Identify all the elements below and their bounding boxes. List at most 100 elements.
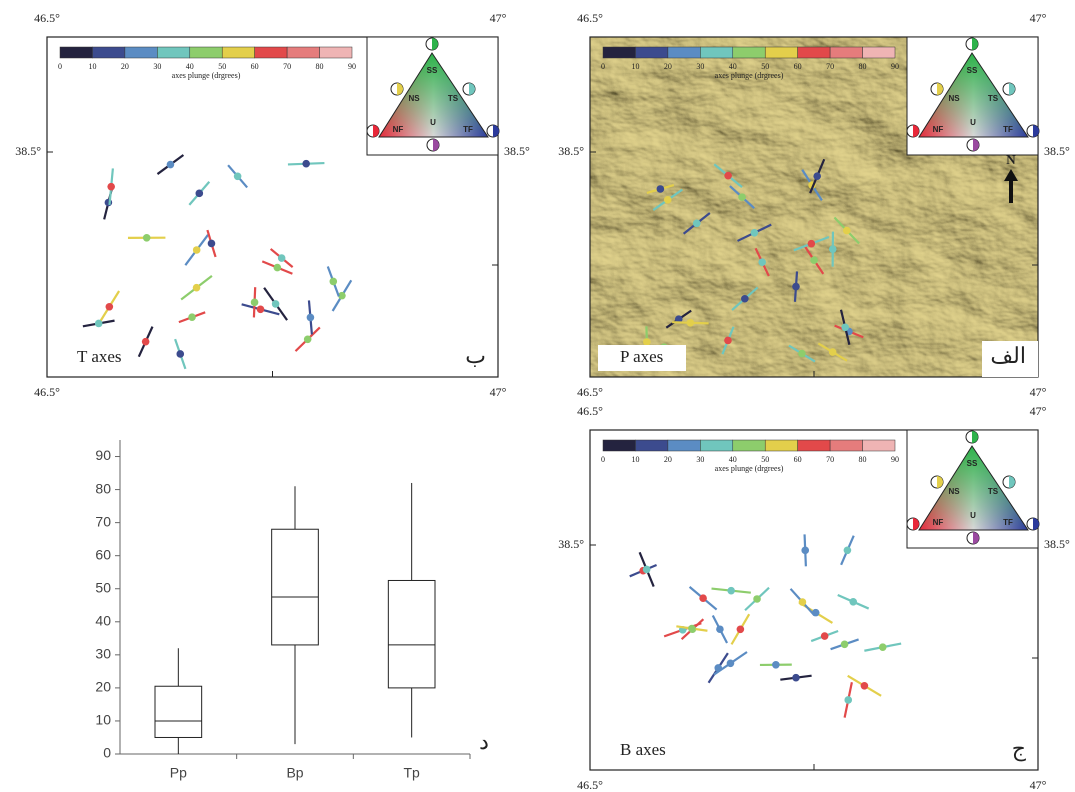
colorbar-tick: 70	[283, 62, 291, 71]
event-dot	[849, 598, 857, 606]
map-panel: 46.5°47°46.5°47°38.5°38.5°01020304050607…	[15, 11, 530, 399]
event-dot	[813, 172, 821, 180]
event-dot	[879, 643, 887, 651]
colorbar-tick: 40	[729, 62, 737, 71]
triangle-label: SS	[967, 66, 978, 75]
north-label: N	[1006, 152, 1016, 167]
colorbar-swatch	[635, 47, 667, 58]
colorbar-tick: 10	[631, 62, 639, 71]
event-dot	[843, 227, 851, 235]
triangle-label: NF	[933, 518, 944, 527]
event-dot	[724, 172, 732, 180]
box	[272, 529, 319, 645]
colorbar-swatch	[700, 47, 732, 58]
event-dot	[801, 547, 809, 555]
event-dot	[844, 546, 852, 554]
triangle-label: NF	[393, 125, 404, 134]
event-dot	[758, 258, 766, 266]
colorbar-tick: 40	[729, 455, 737, 464]
event-dot	[829, 348, 837, 356]
colorbar-swatch	[830, 440, 862, 451]
triangle-label: U	[970, 118, 976, 127]
lon-label: 46.5°	[577, 778, 603, 792]
colorbar-swatch	[60, 47, 92, 58]
triangle-label: TF	[1003, 125, 1013, 134]
colorbar-swatch	[190, 47, 222, 58]
event-dot	[716, 625, 724, 633]
colorbar-title: axes plunge (drgrees)	[172, 71, 241, 80]
colorbar-title: axes plunge (drgrees)	[715, 464, 784, 473]
colorbar-swatch	[733, 440, 765, 451]
panel-label: P axes	[620, 347, 663, 366]
lon-label: 47°	[1030, 385, 1047, 399]
colorbar-swatch	[798, 47, 830, 58]
colorbar-swatch	[765, 440, 797, 451]
colorbar-tick: 60	[794, 62, 802, 71]
colorbar-tick: 90	[891, 455, 899, 464]
lat-label: 38.5°	[15, 144, 41, 158]
x-tick-label: Bp	[286, 765, 303, 781]
colorbar-swatch	[765, 47, 797, 58]
colorbar-swatch	[222, 47, 254, 58]
event-dot	[274, 264, 282, 272]
colorbar-swatch	[830, 47, 862, 58]
event-dot	[657, 185, 665, 193]
event-dot	[841, 324, 849, 332]
colorbar-swatch	[603, 47, 635, 58]
map-panel: 46.5°47°46.5°47°38.5°38.5°01020304050607…	[558, 11, 1070, 399]
event-dot	[688, 625, 696, 633]
colorbar-tick: 50	[761, 62, 769, 71]
colorbar-title: axes plunge (drgrees)	[715, 71, 784, 80]
colorbar-swatch	[863, 440, 895, 451]
lon-label: 47°	[1030, 778, 1047, 792]
triangle-label: U	[430, 118, 436, 127]
event-dot	[167, 161, 175, 169]
colorbar-tick: 70	[826, 455, 834, 464]
y-tick-label: 60	[95, 546, 111, 562]
lon-label: 46.5°	[577, 385, 603, 399]
event-dot	[143, 234, 151, 242]
event-dot	[176, 350, 184, 358]
event-dot	[772, 661, 780, 669]
colorbar-tick: 80	[859, 455, 867, 464]
colorbar-tick: 40	[186, 62, 194, 71]
corner-label: ج	[1012, 736, 1027, 762]
corner-label: ب	[465, 343, 486, 368]
y-tick-label: 30	[95, 646, 111, 662]
colorbar-swatch	[92, 47, 124, 58]
panel-label: B axes	[620, 740, 666, 759]
event-dot	[753, 595, 761, 603]
event-dot	[188, 313, 196, 321]
triangle-label: NF	[933, 125, 944, 134]
colorbar-tick: 20	[121, 62, 129, 71]
colorbar-swatch	[700, 440, 732, 451]
x-tick-label: Pp	[170, 765, 187, 781]
lat-label: 38.5°	[1044, 144, 1070, 158]
triangle-label: TS	[988, 94, 999, 103]
colorbar-tick: 20	[664, 62, 672, 71]
colorbar-tick: 50	[218, 62, 226, 71]
event-dot	[741, 295, 749, 303]
lat-label: 38.5°	[504, 144, 530, 158]
triangle-label: TF	[463, 125, 473, 134]
lon-label: 47°	[490, 11, 507, 25]
lon-label: 47°	[490, 385, 507, 399]
colorbar-tick: 10	[88, 62, 96, 71]
colorbar-tick: 60	[251, 62, 259, 71]
event-dot	[329, 278, 337, 286]
event-dot	[142, 338, 150, 346]
lon-label: 47°	[1030, 11, 1047, 25]
y-tick-label: 70	[95, 513, 111, 529]
chart-annotation: د	[479, 729, 489, 754]
event-dot	[643, 566, 651, 574]
corner-label: الف	[990, 343, 1026, 368]
event-dot	[208, 240, 216, 248]
event-dot	[257, 305, 265, 313]
event-dot	[799, 598, 807, 606]
triangle-label: NS	[948, 94, 960, 103]
event-dot	[738, 193, 746, 201]
triangle-label: TS	[988, 487, 999, 496]
event-dot	[724, 337, 732, 345]
event-dot	[107, 183, 115, 191]
event-dot	[234, 173, 242, 181]
